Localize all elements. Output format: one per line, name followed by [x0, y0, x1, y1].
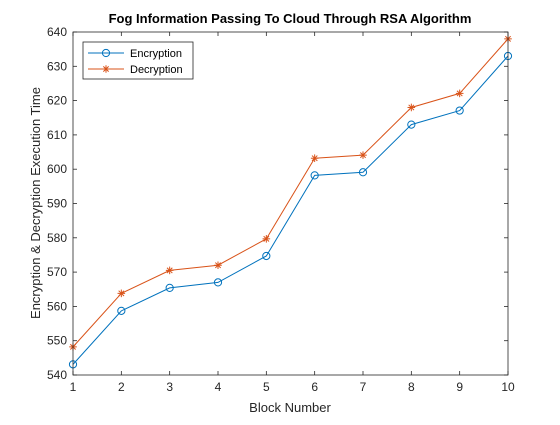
data-point-encryption — [455, 106, 464, 115]
x-tick-label: 10 — [501, 380, 515, 394]
data-point-decryption-stroke-3 — [311, 155, 318, 162]
data-point-encryption — [117, 306, 126, 315]
y-tick-label: 600 — [47, 162, 67, 176]
data-point-decryption — [117, 289, 126, 298]
data-point-encryption — [213, 278, 223, 287]
plot-frame — [72, 31, 509, 376]
data-point-decryption — [359, 151, 367, 159]
legend-entry-decryption: Decryption — [88, 64, 183, 76]
data-point-decryption-stroke-3 — [166, 267, 173, 274]
data-point-decryption-stroke-3 — [456, 90, 463, 97]
y-tick-label: 580 — [47, 231, 67, 245]
legend-entry-encryption: Encryption — [88, 48, 182, 60]
y-tick-label: 610 — [47, 128, 67, 142]
x-tick-label: 8 — [408, 380, 415, 394]
data-point-encryption — [358, 168, 368, 177]
x-tick-label: 4 — [215, 380, 222, 394]
legend-entry-encryption-label: Encryption — [130, 48, 182, 60]
x-axis-label: Block Number — [249, 400, 331, 415]
y-tick-label: 570 — [47, 265, 67, 279]
legend-entry-decryption-marker-stroke-3 — [102, 65, 110, 73]
data-point-decryption — [262, 235, 271, 243]
data-point-decryption — [310, 154, 319, 163]
y-tick-label: 550 — [47, 334, 67, 348]
y-tick-label: 560 — [47, 299, 67, 313]
y-tick-label: 640 — [47, 25, 67, 39]
legend: Encryption Decryption — [82, 41, 194, 80]
data-point-decryption-stroke-3 — [359, 152, 367, 159]
plot-area — [73, 32, 508, 375]
legend-entry-decryption-marker — [102, 65, 110, 73]
x-tick-label: 5 — [263, 380, 270, 394]
data-point-decryption — [165, 266, 174, 275]
legend-entry-encryption-marker — [101, 48, 111, 58]
series-line-decryption — [72, 38, 509, 348]
chart-title: Fog Information Passing To Cloud Through… — [109, 11, 472, 26]
data-layer — [68, 35, 513, 369]
data-point-decryption-stroke-3 — [408, 104, 415, 111]
data-point-decryption-stroke-3 — [214, 262, 222, 269]
x-tick-label: 2 — [118, 380, 125, 394]
x-tick-label: 1 — [70, 380, 77, 394]
x-tick-label: 9 — [456, 380, 463, 394]
data-point-encryption — [262, 251, 271, 261]
data-point-decryption — [455, 89, 464, 98]
data-point-encryption — [407, 120, 416, 129]
x-tick-label: 6 — [311, 380, 318, 394]
data-point-encryption — [310, 171, 319, 180]
data-point-encryption — [165, 283, 174, 292]
data-point-decryption — [214, 261, 222, 270]
y-tick-label: 540 — [47, 368, 67, 382]
y-tick-label: 620 — [47, 94, 67, 108]
x-tick-label: 7 — [360, 380, 367, 394]
data-point-decryption-stroke-3 — [263, 235, 270, 242]
y-tick-label: 630 — [47, 59, 67, 73]
data-point-decryption-stroke-3 — [118, 290, 125, 297]
legend-entry-decryption-label: Decryption — [130, 64, 183, 76]
y-axis-label: Encryption & Decryption Execution Time — [28, 87, 43, 319]
legend-box — [82, 41, 194, 80]
series-line-encryption — [72, 55, 509, 365]
y-tick-label: 590 — [47, 197, 67, 211]
x-tick-label: 3 — [166, 380, 173, 394]
legend-items: Encryption Decryption — [88, 48, 183, 76]
axes-layer: 1 2 3 4 5 6 7 8 9 10 540 550 560 570 580 590 600 610 620 63… — [47, 25, 515, 394]
data-point-decryption — [407, 103, 416, 112]
